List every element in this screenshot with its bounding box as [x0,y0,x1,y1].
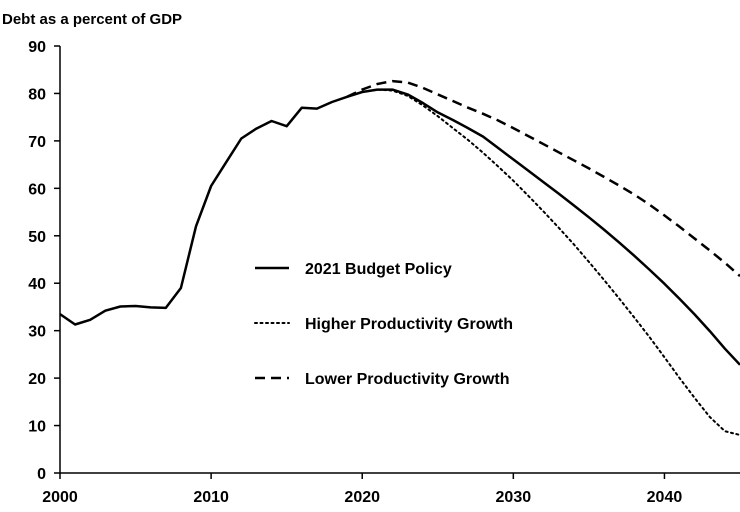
legend-label-2: Lower Productivity Growth [305,371,509,388]
y-tick-label: 70 [28,134,46,151]
legend-label-0: 2021 Budget Policy [305,261,452,278]
x-tick-label: 2000 [42,489,78,506]
x-tick-label: 2040 [647,489,683,506]
legend-label-1: Higher Productivity Growth [305,316,513,333]
y-tick-label: 10 [28,419,46,436]
series-layer [59,79,740,436]
x-tick-label: 2010 [193,489,229,506]
chart-title: Debt as a percent of GDP [2,11,182,28]
series-line-2 [346,79,740,278]
series-line-0 [59,88,740,366]
series-line-1 [361,88,740,436]
x-tick-label: 2030 [496,489,532,506]
y-tick-label: 20 [28,371,46,388]
legend: 2021 Budget Policy Higher Productivity Gr… [254,261,513,388]
y-tick-label: 80 [28,86,46,103]
y-tick-label: 0 [37,466,46,483]
y-tick-label: 50 [28,229,46,246]
y-tick-label: 30 [28,324,46,341]
y-tick-label: 60 [28,181,46,198]
y-tick-label: 90 [28,39,46,56]
y-tick-label: 40 [28,276,46,293]
x-tick-label: 2020 [344,489,380,506]
